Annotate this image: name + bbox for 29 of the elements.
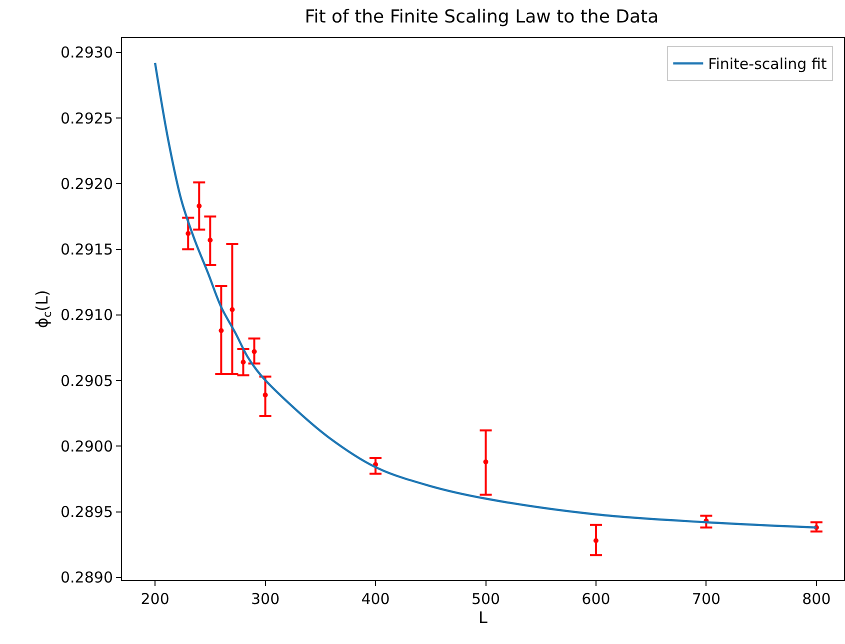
y-tick-label: 0.2910 <box>60 306 113 324</box>
y-tick-label: 0.2915 <box>60 240 113 259</box>
point <box>262 392 268 398</box>
x-axis-title: L <box>478 608 488 627</box>
x-tick-label: 500 <box>471 590 500 608</box>
point <box>196 203 202 208</box>
point <box>230 307 235 312</box>
point <box>218 328 224 334</box>
x-tick-label: 300 <box>250 590 280 608</box>
y-tick-label: 0.2925 <box>60 109 113 128</box>
x-tick-label: 400 <box>361 590 390 608</box>
x-tick-label: 700 <box>692 590 721 608</box>
point <box>208 238 213 243</box>
x-tick-label: 800 <box>802 590 831 608</box>
point <box>240 360 246 365</box>
point <box>483 459 488 464</box>
legend-label: Finite-scaling fit <box>708 55 827 74</box>
y-tick-label: 0.2930 <box>60 44 113 62</box>
y-tick-label: 0.2900 <box>60 437 113 456</box>
chart-title: Fit of the Finite Scaling Law to the Data <box>304 6 659 28</box>
point <box>252 349 257 354</box>
y-tick-label: 0.2905 <box>60 372 113 390</box>
y-tick-label: 0.2890 <box>60 568 113 587</box>
x-tick-label: 600 <box>582 590 610 608</box>
y-tick-label: 0.2895 <box>60 503 113 522</box>
y-tick-label: 0.2920 <box>60 174 113 193</box>
point <box>186 231 191 236</box>
x-tick-label: 200 <box>140 590 170 608</box>
point <box>593 538 598 544</box>
